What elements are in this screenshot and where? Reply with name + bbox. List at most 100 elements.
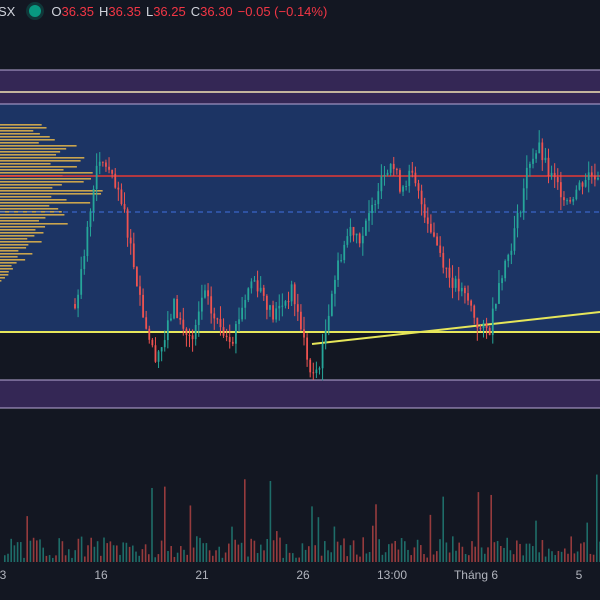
profile-bar	[0, 214, 65, 216]
volume-bar	[276, 531, 278, 562]
candle-body	[300, 311, 302, 330]
volume-bar	[199, 537, 201, 562]
profile-bar	[0, 145, 77, 147]
candle-body	[293, 284, 296, 305]
symbol-label[interactable]: SX	[0, 3, 16, 19]
candle-body	[219, 319, 222, 328]
volume-bar	[436, 551, 438, 562]
profile-bar	[0, 163, 51, 165]
volume-bar	[576, 551, 579, 562]
volume-bar	[381, 554, 384, 562]
volume-bar	[221, 557, 224, 562]
candle-body	[479, 328, 482, 330]
candle-body	[207, 290, 209, 297]
volume-bar	[36, 540, 38, 562]
candle-body	[194, 324, 197, 340]
candle-body	[371, 204, 373, 214]
volume-bar	[279, 537, 281, 562]
candle-body	[77, 294, 79, 309]
volume-bar	[253, 540, 256, 562]
candle-body	[74, 304, 76, 309]
trend-line[interactable]	[311, 311, 600, 345]
candle-body	[383, 174, 386, 177]
volume-bar	[308, 546, 310, 562]
candle-body	[529, 163, 531, 168]
volume-bar	[32, 537, 35, 562]
candle-body	[433, 232, 435, 237]
candle-body	[569, 200, 572, 202]
candle-body	[287, 301, 290, 303]
profile-bar	[0, 226, 46, 228]
volume-bar	[378, 539, 380, 562]
profile-bar	[0, 223, 68, 225]
x-tick-label: 5	[575, 568, 583, 582]
candle-body	[179, 317, 182, 320]
volume-bar	[29, 540, 32, 562]
profile-bar	[0, 133, 40, 135]
volume-bar	[468, 555, 470, 562]
candle-body	[535, 153, 538, 159]
volume-bar	[474, 546, 476, 562]
time-axis[interactable]: 3 16 21 26 13:00 Tháng 6 5	[0, 562, 600, 600]
candle-body	[253, 280, 256, 282]
volume-bar	[263, 550, 265, 562]
volume-bar	[500, 545, 502, 562]
volume-bar	[100, 555, 102, 562]
candle-body	[120, 189, 123, 204]
candle-body	[423, 204, 426, 218]
volume-bar	[132, 545, 134, 562]
candle-body	[182, 319, 185, 329]
profile-bar	[0, 127, 47, 129]
profile-bar	[0, 274, 9, 276]
candle-body	[185, 328, 188, 335]
candle-body	[445, 267, 448, 269]
profile-bar	[0, 208, 59, 210]
volume-bar	[13, 545, 16, 562]
candles[interactable]	[74, 130, 599, 381]
candle-body	[334, 279, 336, 294]
candle-body	[361, 235, 364, 244]
candle-body	[513, 228, 516, 251]
profile-bar	[0, 238, 28, 240]
volume-bar	[343, 538, 345, 562]
volume-bar	[295, 557, 297, 562]
ohlc-legend: SX O 36.35 H 36.35 L 36.25 C 36.30 −0.05 (−0…	[0, 2, 332, 20]
candle-body	[597, 177, 599, 180]
candle-body	[197, 311, 200, 325]
x-tick-label: Tháng 6	[453, 568, 499, 582]
volume-bar	[77, 538, 80, 562]
volume-bar	[228, 543, 230, 562]
profile-bar	[0, 160, 81, 162]
open-value: 36.35	[61, 3, 95, 19]
volume-bar	[298, 557, 300, 562]
profile-bar	[0, 169, 64, 171]
volume-bar	[423, 554, 425, 562]
candle-body	[358, 233, 361, 244]
candle-body	[86, 226, 89, 257]
candle-body	[290, 284, 293, 302]
candle-body	[538, 142, 541, 154]
candle-body	[563, 197, 565, 201]
bottom-band	[0, 380, 600, 408]
volume-bar	[256, 553, 259, 562]
candle-body	[411, 170, 414, 173]
candle-body	[222, 327, 225, 336]
candle-body	[216, 318, 219, 320]
profile-bar	[0, 181, 84, 183]
volume-bar	[58, 538, 60, 562]
candle-body	[337, 260, 339, 280]
volume-bar	[282, 557, 284, 562]
volume-bar	[311, 506, 313, 562]
volume-bar	[48, 555, 51, 562]
volume-bar	[464, 553, 467, 562]
volume-bar	[589, 553, 592, 562]
volume-bar	[173, 556, 176, 562]
volume-bar	[112, 545, 115, 562]
candle-body	[553, 172, 556, 178]
volume-bar	[71, 557, 73, 562]
volume-bar	[439, 539, 441, 562]
volume-bar	[420, 545, 422, 562]
candle-body	[498, 283, 500, 304]
top-band	[0, 70, 600, 104]
